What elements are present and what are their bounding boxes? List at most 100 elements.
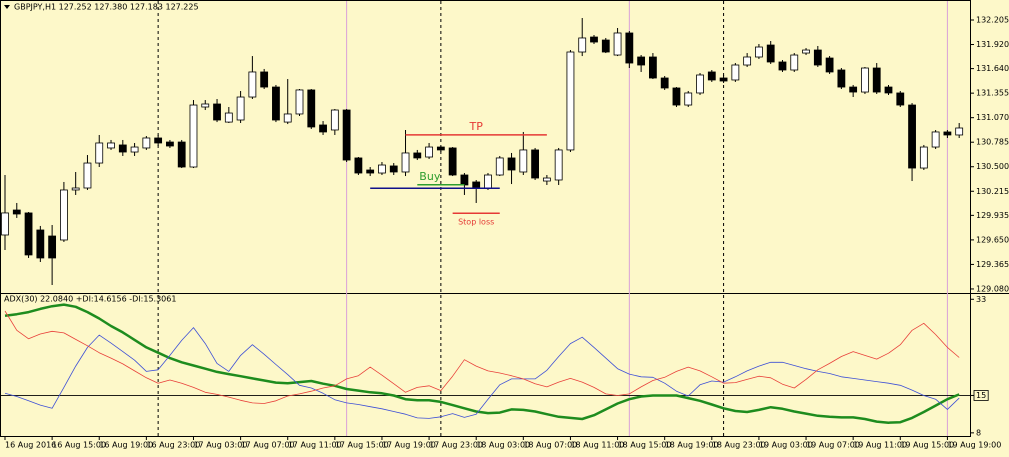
candle-body [649,56,657,79]
candle-body [613,32,622,56]
x-tick-label: 18 Aug 07:00 [523,441,577,450]
y-tick-label: 129.935 [976,211,1009,220]
candle-body [272,86,280,121]
y-tick-label: 131.355 [976,89,1009,98]
candle-body [707,71,716,81]
indicator-header: ADX(30) 22.0840 +DI:14.6156 -DI:15.3061 [4,295,176,304]
indicator-line [4,327,960,419]
candle-body [566,51,575,151]
candle-body [24,212,33,256]
candle-body [755,46,763,58]
y-tick-label: 132.205 [976,15,1009,24]
y-tick-label: 8 [976,428,981,437]
x-tick-label: 18 Aug 15:00 [618,441,672,450]
candle-body [283,113,292,123]
x-tick-label: 18 Aug 03:00 [476,441,530,450]
candle-body [637,56,646,66]
x-tick-label: 18 Aug 19:00 [665,441,719,450]
x-tick-label: 19 Aug 07:00 [806,441,860,450]
candle-body [71,187,80,191]
candle-body [142,137,151,149]
candle-body [495,157,504,176]
candle-body [307,89,316,128]
candle-body [861,67,869,93]
candle-body [884,86,893,94]
x-tick-label: 16 Aug 2016 [5,441,56,450]
candle-body [554,149,563,181]
candle-body [790,54,799,71]
candle-body [731,64,740,81]
candle-body [83,162,92,189]
candle-body [578,37,587,53]
x-tick-label: 16 Aug 23:00 [146,441,200,450]
candle-body [837,69,846,88]
candle-body [943,131,952,136]
y-tick-label: 131.640 [976,64,1009,73]
candle-body [743,56,752,66]
candle-body [48,235,57,259]
x-tick-label: 17 Aug 19:00 [382,441,436,450]
y-tick-label: 130.500 [976,162,1009,171]
x-tick-label: 17 Aug 07:00 [241,441,295,450]
candle-body [248,71,257,98]
candle-body [766,44,775,63]
candle-body [236,96,245,121]
y-tick-label: 33 [976,295,986,304]
candle-body [955,127,964,136]
y-tick-label: 15 [976,391,986,400]
candle-body [401,152,410,173]
y-tick-label: 129.650 [976,235,1009,244]
x-tick-label: 19 Aug 03:00 [759,441,813,450]
candle-body [460,174,469,186]
level-label-box [973,390,989,401]
candle-body [95,142,104,164]
candle-body [672,87,681,106]
candle-body [625,32,634,64]
y-tick-label: 131.920 [976,40,1009,49]
y-tick-label: 131.070 [976,113,1009,122]
x-tick-label: 17 Aug 15:00 [335,441,389,450]
candle-body [660,77,669,89]
price-header: GBPJPY,H1 127.252 127.380 127.183 127.22… [14,3,199,12]
candle-body [896,92,905,106]
candle-body [719,77,728,82]
candle-body [413,152,422,159]
candle-body [778,61,787,71]
y-tick-label: 129.080 [976,284,1009,293]
candle-body [849,86,858,93]
candle-body [342,109,351,161]
candle-body [201,103,210,108]
y-tick-label: 130.785 [976,138,1009,147]
candle-body [601,39,610,53]
candle-body [542,177,551,182]
candle-body [330,109,339,131]
annotation-label: Stop loss [458,218,494,227]
candle-body [908,104,916,169]
candle-body [189,104,198,168]
x-tick-label: 18 Aug 11:00 [570,441,624,450]
candle-body [213,103,221,121]
candle-body [519,149,528,173]
candle-body [425,146,433,158]
x-tick-label: 16 Aug 15:00 [52,441,106,450]
candle-body [107,142,115,149]
x-tick-label: 17 Aug 23:00 [429,441,483,450]
candle-body [825,57,834,73]
candle-body [1,212,9,236]
candle-body [177,141,186,168]
x-tick-label: 18 Aug 23:00 [712,441,766,450]
candle-body [130,146,139,153]
candle-body [813,49,822,66]
candle-body [590,36,598,43]
candle-body [118,144,127,153]
candle-body [684,92,693,106]
collapse-icon [4,5,10,9]
candle-body [366,169,375,174]
indicator-line [4,303,960,424]
x-tick-label: 19 Aug 15:00 [900,441,954,450]
annotation-label: TP [469,120,484,133]
x-tick-label: 17 Aug 03:00 [193,441,247,450]
candle-body [931,131,940,148]
candle-body [378,164,386,174]
